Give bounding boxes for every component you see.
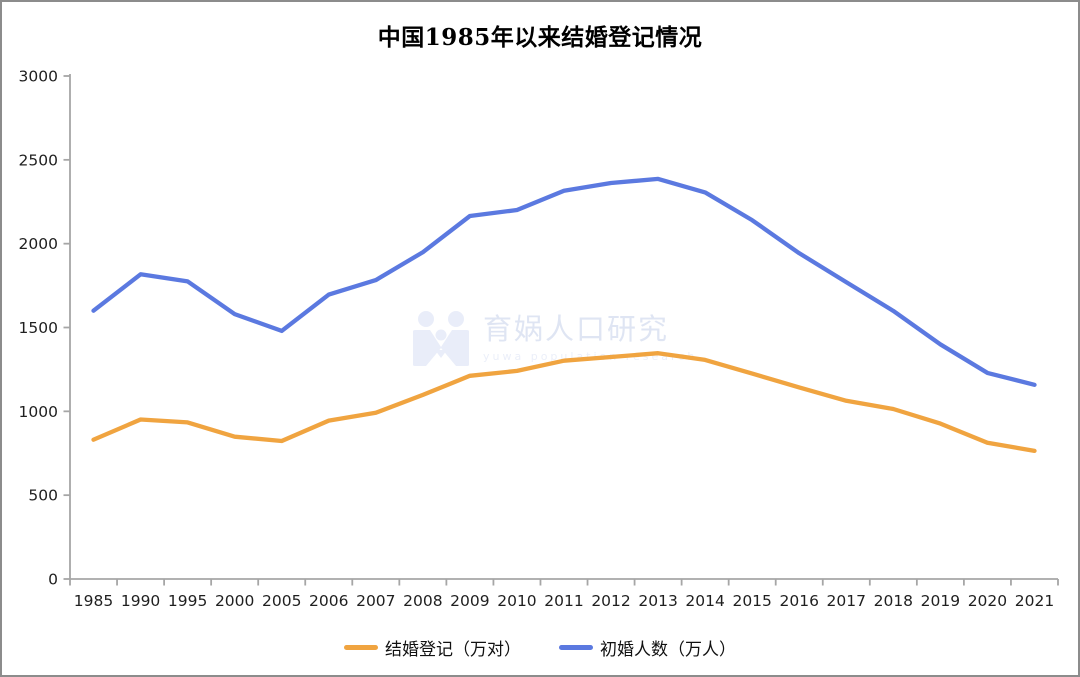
chart-title: 中国1985年以来结婚登记情况 <box>377 24 703 51</box>
x-tick-label: 2015 <box>732 592 771 610</box>
x-tick-label: 2009 <box>450 592 489 610</box>
x-tick-label: 2012 <box>591 592 630 610</box>
legend-label: 结婚登记（万对） <box>385 640 521 660</box>
x-tick-label: 2011 <box>544 592 583 610</box>
x-tick-label: 2021 <box>1015 592 1054 610</box>
series-line-1 <box>91 176 1037 387</box>
y-tick-label: 2000 <box>19 235 58 253</box>
chart-legend: 结婚登记（万对） 初婚人数（万人） <box>2 635 1078 660</box>
y-tick-label: 1000 <box>19 403 58 421</box>
x-tick-label: 2007 <box>356 592 395 610</box>
x-tick-label: 2019 <box>921 592 960 610</box>
x-tick-label: 2005 <box>262 592 301 610</box>
legend-swatch-blue <box>559 645 593 650</box>
x-tick-label: 1995 <box>168 592 207 610</box>
legend-label: 初婚人数（万人） <box>600 640 736 660</box>
x-tick-label: 1990 <box>121 592 160 610</box>
x-tick-label: 2010 <box>497 592 536 610</box>
y-tick-label: 0 <box>48 571 58 589</box>
watermark-text: 育娲人口研究 <box>483 312 670 346</box>
x-tick-label: 2016 <box>780 592 819 610</box>
x-tick-label: 2013 <box>638 592 677 610</box>
y-tick-label: 2500 <box>19 151 58 169</box>
legend-item-marriage-registrations: 结婚登记（万对） <box>344 635 521 660</box>
x-tick-label: 2014 <box>685 592 724 610</box>
x-tick-label: 2018 <box>874 592 913 610</box>
x-tick-label: 2020 <box>968 592 1007 610</box>
legend-swatch-orange <box>344 645 378 650</box>
yuwa-logo-icon <box>413 311 469 366</box>
x-tick-label: 1985 <box>74 592 113 610</box>
series-line-0 <box>91 351 1037 454</box>
x-tick-label: 2017 <box>827 592 866 610</box>
y-tick-label: 3000 <box>19 68 58 86</box>
y-tick-label: 1500 <box>19 319 58 337</box>
x-tick-label: 2008 <box>403 592 442 610</box>
x-tick-label: 2006 <box>309 592 348 610</box>
x-tick-label: 2000 <box>215 592 254 610</box>
legend-item-first-marriages: 初婚人数（万人） <box>559 635 736 660</box>
y-tick-label: 500 <box>28 487 58 505</box>
